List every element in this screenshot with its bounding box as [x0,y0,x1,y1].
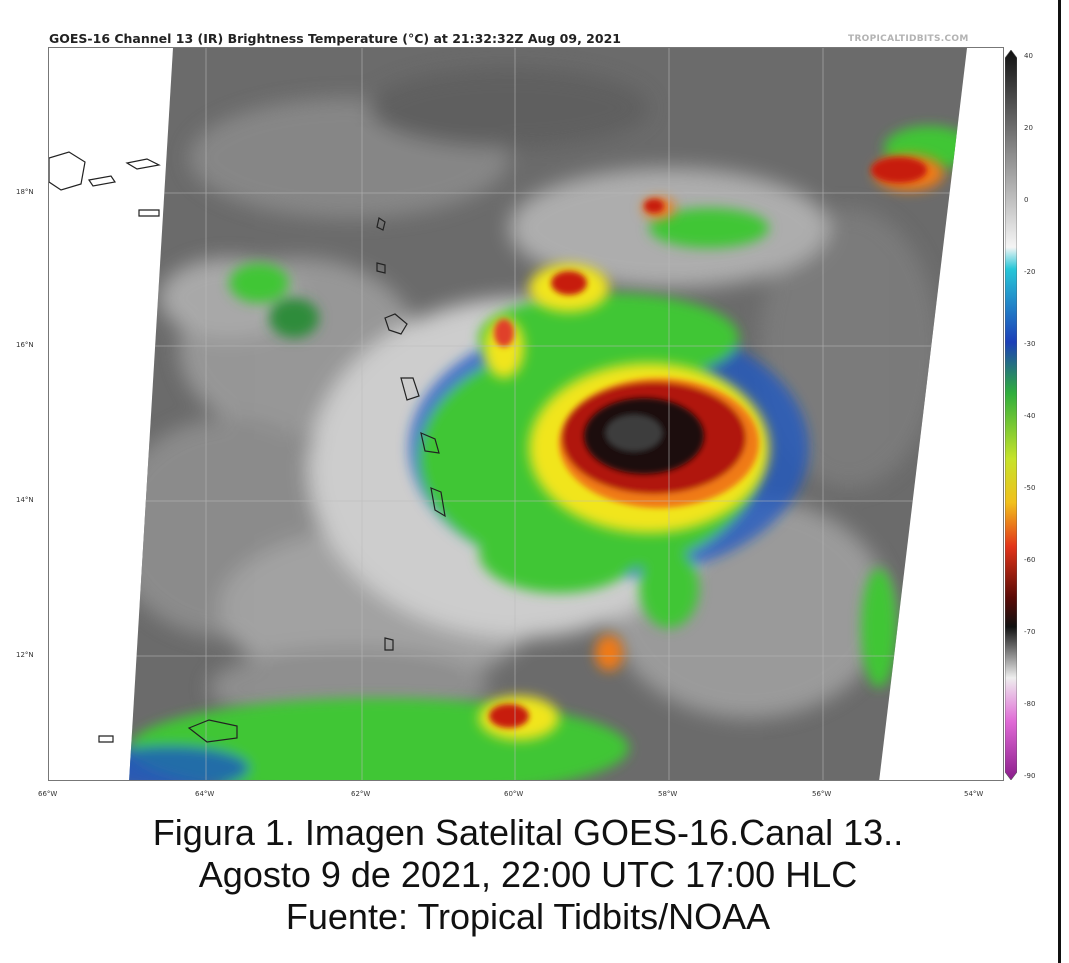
temperature-colorbar [1005,50,1017,780]
colorbar-tick: -70 [1024,628,1036,636]
colorbar-tick: -90 [1024,772,1036,780]
lat-label: 18°N [16,188,34,196]
lat-label: 14°N [16,496,34,504]
colorbar-tick: -40 [1024,412,1036,420]
colorbar-tick: -60 [1024,556,1036,564]
lon-label: 58°W [658,790,678,798]
caption-line-1: Figura 1. Imagen Satelital GOES-16.Canal… [152,812,904,853]
caption-line-3: Fuente: Tropical Tidbits/NOAA [285,896,771,937]
lon-label: 60°W [504,790,524,798]
colorbar-tick: 0 [1024,196,1029,204]
lat-label: 16°N [16,341,34,349]
colorbar-tick: -50 [1024,484,1036,492]
colorbar-tick: -20 [1024,268,1036,276]
colorbar-tick: 20 [1024,124,1033,132]
lon-label: 54°W [964,790,984,798]
satellite-image [49,48,1003,780]
page-border [1058,0,1061,963]
colorbar-tick: -30 [1024,340,1036,348]
satellite-map [48,47,1004,781]
lon-label: 62°W [351,790,371,798]
lon-label: 66°W [38,790,58,798]
colorbar-tick: 40 [1024,52,1033,60]
map-title: GOES-16 Channel 13 (IR) Brightness Tempe… [49,31,621,46]
figure-caption: Figura 1. Imagen Satelital GOES-16.Canal… [0,812,1056,938]
lon-label: 56°W [812,790,832,798]
caption-line-2: Agosto 9 de 2021, 22:00 UTC 17:00 HLC [198,854,858,895]
lon-label: 64°W [195,790,215,798]
watermark: TROPICALTIDBITS.COM [848,34,969,44]
satellite-figure: GOES-16 Channel 13 (IR) Brightness Tempe… [16,31,1036,798]
lat-label: 12°N [16,651,34,659]
colorbar-tick: -80 [1024,700,1036,708]
